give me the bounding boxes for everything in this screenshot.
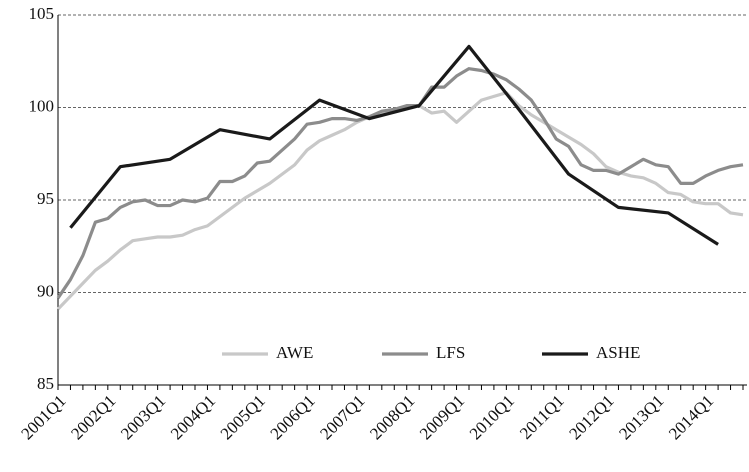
y-tick-label: 90 (37, 281, 54, 300)
y-tick-label: 95 (37, 189, 54, 208)
x-tick-label: 2011Q1 (516, 391, 568, 443)
x-tick-label: 2013Q1 (615, 391, 667, 443)
x-tick-label: 2008Q1 (366, 391, 418, 443)
x-tick-label: 2014Q1 (665, 391, 717, 443)
legend-label: AWE (276, 343, 313, 362)
x-tick-label: 2005Q1 (217, 391, 269, 443)
x-tick-label: 2007Q1 (316, 391, 368, 443)
x-tick-label: 2010Q1 (466, 391, 518, 443)
series-line (69, 44, 719, 246)
x-tick-label: 2006Q1 (267, 391, 319, 443)
x-tick-label: 2012Q1 (565, 391, 617, 443)
y-tick-label: 100 (29, 96, 55, 115)
series-line (56, 67, 744, 299)
legend-label: ASHE (596, 343, 640, 362)
x-tick-label: 2003Q1 (117, 391, 169, 443)
x-tick-label: 2009Q1 (416, 391, 468, 443)
x-tick-label: 2004Q1 (167, 391, 219, 443)
x-tick-label: 2002Q1 (67, 391, 119, 443)
y-tick-label: 85 (37, 374, 54, 393)
series-line (56, 91, 744, 311)
legend-label: LFS (436, 343, 465, 362)
x-tick-label: 2001Q1 (17, 391, 69, 443)
y-tick-label: 105 (29, 4, 55, 23)
